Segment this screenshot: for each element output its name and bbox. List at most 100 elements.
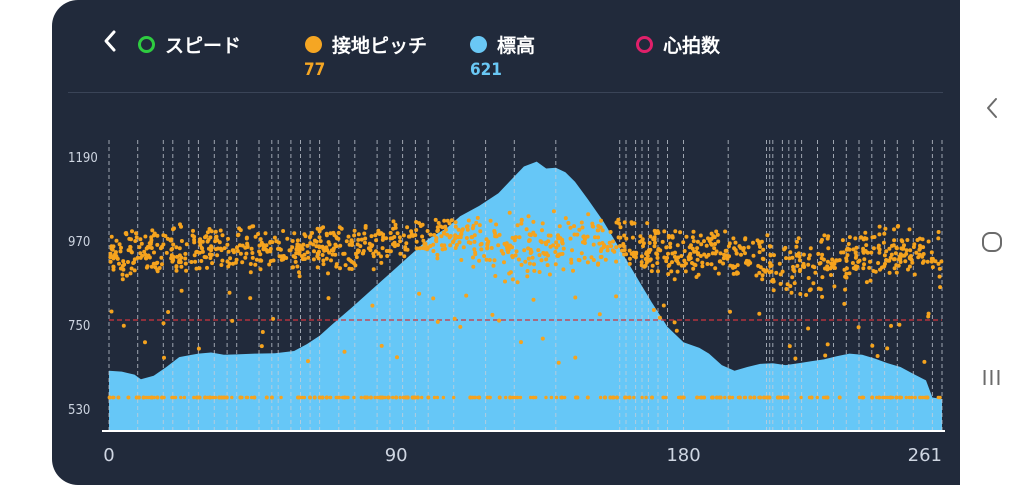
pitch-point [682, 249, 687, 253]
pitch-point [672, 320, 677, 325]
pitch-point [807, 395, 812, 400]
pitch-point [794, 244, 799, 249]
pitch-point [679, 254, 684, 258]
pitch-point [317, 245, 322, 250]
pitch-point [398, 239, 403, 244]
pitch-point [591, 242, 596, 247]
pitch-point [263, 231, 268, 236]
pitch-point [847, 271, 852, 276]
pitch-point [826, 246, 831, 251]
pitch-point [207, 252, 212, 257]
pitch-point [765, 233, 770, 238]
pitch-point [432, 395, 437, 400]
pitch-point [903, 259, 908, 264]
pitch-point [850, 261, 855, 265]
pitch-point [581, 234, 586, 239]
pitch-point [557, 224, 562, 229]
pitch-point [829, 273, 833, 277]
pitch-point [503, 279, 507, 284]
pitch-point [259, 258, 264, 263]
pitch-point [238, 228, 243, 233]
pitch-point [830, 257, 835, 262]
pitch-point [844, 256, 849, 261]
pitch-point [222, 395, 227, 400]
pitch-point [150, 228, 155, 233]
pitch-point [222, 246, 227, 251]
pitch-point [479, 247, 484, 252]
pitch-point [259, 240, 264, 245]
pitch-point [267, 248, 272, 253]
pitch-point [233, 260, 238, 265]
pitch-point [198, 243, 203, 247]
pitch-point [308, 241, 313, 246]
pitch-point [914, 250, 919, 255]
pitch-point [638, 239, 642, 244]
pitch-point [640, 237, 645, 242]
pitch-point [607, 240, 612, 245]
pitch-point [214, 235, 218, 239]
pitch-point [189, 260, 194, 264]
legend-speed[interactable]: スピード [138, 30, 241, 58]
pitch-point [733, 248, 738, 253]
pitch-point [245, 395, 250, 400]
pitch-point [453, 220, 458, 225]
pitch-point [362, 231, 367, 236]
pitch-point [250, 251, 255, 255]
pitch-point [489, 246, 494, 250]
pitch-point [169, 247, 174, 252]
pitch-point [196, 346, 201, 351]
pitch-point [349, 259, 354, 264]
pitch-point [191, 228, 195, 233]
pitch-point [525, 269, 530, 273]
pitch-point [240, 260, 245, 265]
pitch-point [601, 245, 606, 249]
back-button[interactable] [98, 26, 122, 56]
pitch-point [518, 395, 523, 400]
pitch-point [162, 395, 166, 400]
pitch-point [882, 253, 887, 258]
pitch-point [292, 231, 297, 236]
pitch-point [154, 261, 159, 266]
pitch-point [930, 265, 935, 270]
legend-elevation[interactable]: 標高 [470, 30, 535, 58]
nav-recents-button[interactable]: III [960, 358, 1024, 398]
legend-pitch[interactable]: 接地ピッチ [305, 30, 427, 58]
pitch-point [591, 224, 596, 229]
pitch-point [806, 326, 811, 331]
pitch-point [800, 263, 805, 268]
pitch-point [936, 261, 941, 266]
pitch-point [120, 277, 125, 282]
legend-elevation-value: 621 [470, 60, 502, 80]
pitch-point [149, 246, 154, 250]
pitch-point [778, 281, 783, 286]
pitch-point [200, 239, 205, 244]
pitch-point [676, 255, 681, 260]
pitch-point [249, 395, 254, 400]
pitch-point [936, 230, 941, 234]
pitch-point [823, 353, 828, 358]
chevron-left-icon [104, 30, 116, 52]
pitch-point [846, 242, 851, 246]
pitch-point [622, 233, 627, 238]
pitch-point [822, 233, 827, 238]
pitch-point [670, 260, 674, 265]
y-tick-label: 1190 [68, 151, 98, 166]
pitch-point [504, 241, 509, 246]
pitch-point [731, 236, 736, 241]
pitch-point [174, 265, 179, 269]
pitch-point [787, 344, 792, 349]
pitch-point [723, 229, 728, 234]
nav-home-button[interactable] [960, 222, 1024, 262]
nav-back-button[interactable] [960, 88, 1024, 128]
pitch-point [248, 270, 253, 275]
pitch-point [369, 234, 374, 239]
pitch-point [784, 287, 789, 291]
pitch-point [469, 235, 474, 240]
pitch-point [460, 227, 465, 232]
legend-heartrate[interactable]: 心拍数 [636, 30, 720, 58]
pitch-point [183, 261, 188, 266]
pitch-point [544, 257, 549, 262]
pitch-point [161, 321, 166, 326]
pitch-point [490, 312, 495, 317]
pitch-point [531, 219, 536, 224]
